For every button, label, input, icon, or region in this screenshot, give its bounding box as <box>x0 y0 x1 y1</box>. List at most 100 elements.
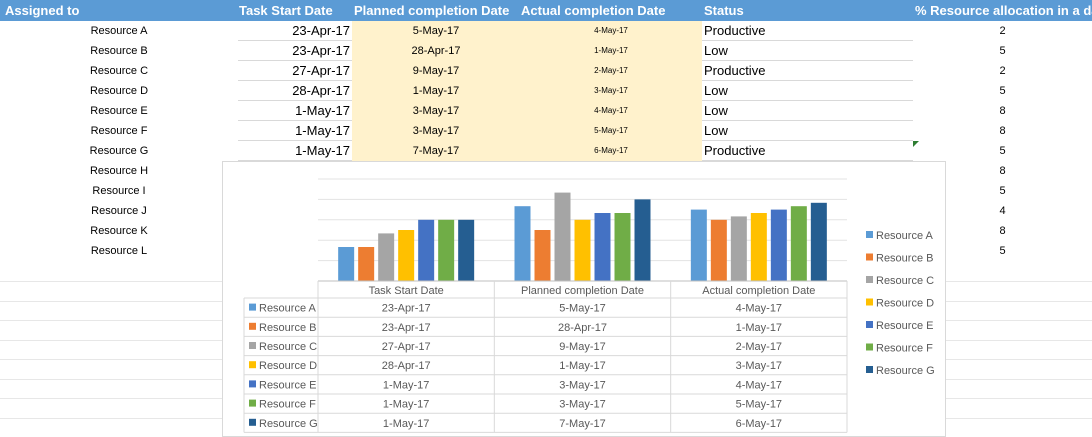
cell-resource-allocation[interactable]: 8 <box>999 125 1006 137</box>
row-border <box>702 60 913 61</box>
cell-planned-completion-date[interactable]: 3-May-17 <box>412 105 460 117</box>
cell-task-start-date[interactable]: 28-Apr-17 <box>292 83 350 98</box>
bar-resource-b[interactable] <box>710 219 727 281</box>
cell-assigned-to[interactable]: Resource I <box>92 185 146 197</box>
table-legend-key <box>249 380 256 388</box>
cell-resource-allocation[interactable]: 4 <box>999 205 1006 217</box>
bar-resource-f[interactable] <box>790 206 807 281</box>
category-label: Task Start Date <box>369 285 444 297</box>
bar-resource-a[interactable] <box>690 209 707 281</box>
header-task-start-date[interactable]: Task Start Date <box>239 3 333 18</box>
cell-planned-completion-date[interactable]: 9-May-17 <box>412 65 460 77</box>
cell-assigned-to[interactable]: Resource H <box>89 165 149 177</box>
row-border <box>238 160 352 161</box>
clustered-column-chart[interactable]: Task Start Date Planned completion Date Ac… <box>222 161 946 437</box>
cell-status[interactable]: Low <box>704 123 728 138</box>
bar-resource-c[interactable] <box>730 216 747 281</box>
cell-task-start-date[interactable]: 1-May-17 <box>295 103 350 118</box>
cell-resource-allocation[interactable]: 5 <box>999 85 1006 97</box>
legend-label[interactable]: Resource D <box>876 298 934 310</box>
cell-resource-allocation[interactable]: 2 <box>999 25 1006 37</box>
cell-planned-completion-date[interactable]: 3-May-17 <box>412 125 460 137</box>
legend-key <box>866 366 873 373</box>
cell-planned-completion-date[interactable]: 1-May-17 <box>412 85 460 97</box>
cell-planned-completion-date[interactable]: 7-May-17 <box>412 145 460 157</box>
table-value: 1-May-17 <box>383 399 429 411</box>
cell-assigned-to[interactable]: Resource E <box>90 105 148 117</box>
cell-resource-allocation[interactable]: 5 <box>999 45 1006 57</box>
bar-resource-d[interactable] <box>574 219 591 281</box>
cell-assigned-to[interactable]: Resource G <box>89 145 149 157</box>
header-resource-allocation[interactable]: % Resource allocation in a da <box>915 3 1092 18</box>
cell-assigned-to[interactable]: Resource C <box>89 65 149 77</box>
legend-label[interactable]: Resource G <box>876 365 935 377</box>
cell-status[interactable]: Productive <box>704 143 766 158</box>
bar-resource-b[interactable] <box>534 230 551 281</box>
cell-assigned-to[interactable]: Resource J <box>91 205 147 217</box>
cell-task-start-date[interactable]: 1-May-17 <box>295 123 350 138</box>
bar-resource-c[interactable] <box>554 192 571 281</box>
bar-resource-g[interactable] <box>634 199 651 281</box>
header-assigned-to[interactable]: Assigned to <box>5 3 80 18</box>
bar-resource-a[interactable] <box>514 206 531 281</box>
cell-actual-completion-date[interactable]: 4-May-17 <box>594 26 628 35</box>
legend-key <box>866 321 873 328</box>
cell-assigned-to[interactable]: Resource B <box>90 45 148 57</box>
cell-resource-allocation[interactable]: 8 <box>999 165 1006 177</box>
legend-label[interactable]: Resource F <box>876 343 933 355</box>
table-value: 28-Apr-17 <box>558 322 607 334</box>
bar-resource-e[interactable] <box>770 209 787 281</box>
cell-task-start-date[interactable]: 27-Apr-17 <box>292 63 350 78</box>
cell-resource-allocation[interactable]: 5 <box>999 245 1006 257</box>
table-series-name: Resource F <box>259 399 316 411</box>
cell-actual-completion-date[interactable]: 6-May-17 <box>594 146 628 155</box>
cell-resource-allocation[interactable]: 2 <box>999 65 1006 77</box>
cell-status[interactable]: Low <box>704 103 728 118</box>
cell-assigned-to[interactable]: Resource F <box>90 125 148 137</box>
cell-status[interactable]: Productive <box>704 63 766 78</box>
bar-resource-c[interactable] <box>378 233 395 281</box>
table-series-name: Resource D <box>259 360 317 372</box>
header-actual-completion-date[interactable]: Actual completion Date <box>521 3 666 18</box>
cell-actual-completion-date[interactable]: 1-May-17 <box>594 46 628 55</box>
cell-planned-completion-date[interactable]: 5-May-17 <box>412 25 460 37</box>
cell-actual-completion-date[interactable]: 5-May-17 <box>594 126 628 135</box>
cell-planned-completion-date[interactable]: 28-Apr-17 <box>411 45 461 57</box>
cell-assigned-to[interactable]: Resource A <box>90 25 148 37</box>
bar-resource-a[interactable] <box>338 247 355 281</box>
bar-resource-g[interactable] <box>458 219 475 281</box>
row-border <box>238 40 352 41</box>
cell-actual-completion-date[interactable]: 4-May-17 <box>594 106 628 115</box>
bar-resource-e[interactable] <box>418 219 435 281</box>
cell-status[interactable]: Productive <box>704 23 766 38</box>
cell-assigned-to[interactable]: Resource K <box>90 225 148 237</box>
cell-resource-allocation[interactable]: 5 <box>999 145 1006 157</box>
bar-resource-d[interactable] <box>750 213 767 281</box>
header-planned-completion-date[interactable]: Planned completion Date <box>354 3 510 18</box>
cell-resource-allocation[interactable]: 8 <box>999 225 1006 237</box>
cell-resource-allocation[interactable]: 5 <box>999 185 1006 197</box>
legend-key <box>866 276 873 283</box>
bar-resource-b[interactable] <box>358 247 375 281</box>
bar-resource-d[interactable] <box>398 230 415 281</box>
legend-label[interactable]: Resource E <box>876 320 933 332</box>
cell-status[interactable]: Low <box>704 83 728 98</box>
cell-actual-completion-date[interactable]: 3-May-17 <box>594 86 628 95</box>
cell-status[interactable]: Low <box>704 43 728 58</box>
bar-resource-f[interactable] <box>438 219 455 281</box>
cell-resource-allocation[interactable]: 8 <box>999 105 1006 117</box>
bar-resource-f[interactable] <box>614 213 631 281</box>
bar-resource-e[interactable] <box>594 213 611 281</box>
cell-assigned-to[interactable]: Resource L <box>90 245 148 257</box>
legend-label[interactable]: Resource C <box>876 275 934 287</box>
table-series-name: Resource G <box>259 418 318 430</box>
bar-resource-g[interactable] <box>810 202 827 281</box>
header-status[interactable]: Status <box>704 3 744 18</box>
cell-task-start-date[interactable]: 1-May-17 <box>295 143 350 158</box>
legend-label[interactable]: Resource A <box>876 230 934 242</box>
cell-assigned-to[interactable]: Resource D <box>89 85 149 97</box>
cell-task-start-date[interactable]: 23-Apr-17 <box>292 43 350 58</box>
cell-actual-completion-date[interactable]: 2-May-17 <box>594 66 628 75</box>
legend-label[interactable]: Resource B <box>876 253 933 265</box>
cell-task-start-date[interactable]: 23-Apr-17 <box>292 23 350 38</box>
